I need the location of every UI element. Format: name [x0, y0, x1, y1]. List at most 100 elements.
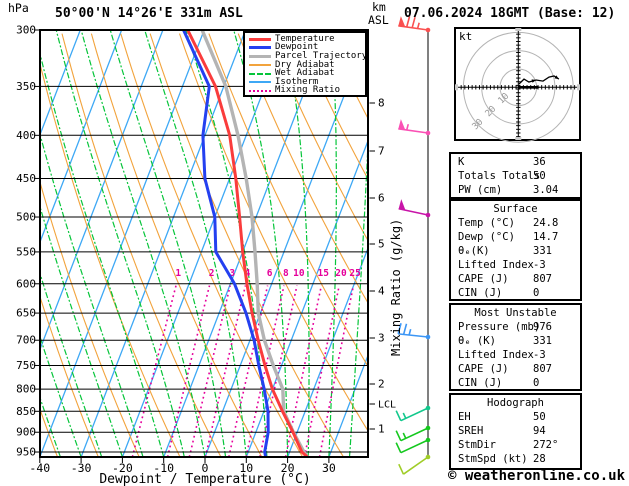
- table-row: CAPE (J) 807: [451, 362, 580, 376]
- pressure-tick-label: 900: [16, 426, 36, 439]
- temperature-tick-label: -20: [112, 461, 133, 475]
- table-row: CAPE (J) 807: [451, 272, 580, 286]
- table-row: Dewp (°C) 14.7: [451, 230, 580, 244]
- row-label: CAPE (J): [458, 363, 509, 375]
- table-row: θₑ (K) 331: [451, 334, 580, 348]
- legend-label: Wet Adiabat: [275, 68, 335, 79]
- row-value: 976: [533, 321, 552, 333]
- pressure-tick-label: 350: [16, 80, 36, 93]
- mixing-ratio-value: 20: [335, 268, 347, 279]
- row-label: θₑ(K): [458, 245, 490, 257]
- row-label: Lifted Index: [458, 349, 534, 361]
- km-tick-label: 1: [378, 423, 385, 436]
- row-label: EH: [458, 411, 471, 423]
- legend-line-sample: [249, 37, 271, 41]
- pressure-tick-label: 400: [16, 129, 36, 142]
- wind-barb: [395, 437, 431, 454]
- pressure-axis-unit: hPa: [8, 1, 29, 15]
- row-label: StmDir: [458, 439, 496, 451]
- row-value: 50: [533, 411, 546, 423]
- row-value: -3: [533, 259, 546, 271]
- surface-table: Surface Temp (°C) 24.8 Dewp (°C) 14.7 θₑ(K) 33…: [449, 199, 582, 301]
- table-row: K 36: [451, 155, 580, 169]
- table-row: StmSpd (kt) 28: [451, 452, 580, 466]
- isotherm-lines: [41, 31, 367, 456]
- mixing-ratio-value: 10: [293, 268, 305, 279]
- wind-barb: [395, 425, 431, 442]
- legend-line-sample: [249, 89, 271, 92]
- station-title: 50°00'N 14°26'E 331m ASL: [55, 6, 243, 21]
- row-value: 28: [533, 453, 546, 465]
- wind-barb: [398, 119, 431, 136]
- km-tick-label: 8: [378, 97, 385, 110]
- wind-barb: [395, 405, 431, 422]
- table-row: EH 50: [451, 410, 580, 424]
- legend: Temperature Dewpoint Parcel Trajectory Dry …: [243, 31, 367, 97]
- table-row: Temp (°C) 24.8: [451, 216, 580, 230]
- temperature-tick-label: -10: [153, 461, 174, 475]
- km-axis-unit: km: [372, 0, 386, 14]
- most-unstable-table: Most Unstable Pressure (mb) 976 θₑ (K) 331 Li…: [449, 303, 582, 391]
- row-label: StmSpd (kt): [458, 453, 528, 465]
- legend-item: Parcel Trajectory: [245, 50, 368, 61]
- row-value: 94: [533, 425, 546, 437]
- row-label: Pressure (mb): [458, 321, 541, 333]
- wind-barb: [397, 323, 431, 340]
- km-tick-label: 5: [378, 238, 385, 251]
- row-label: K: [458, 156, 465, 168]
- row-value: 14.7: [533, 231, 559, 243]
- row-value: 331: [533, 245, 552, 257]
- mixing-ratio-labels: 1 2 3 4 6 8 10 15 20 25: [175, 268, 361, 279]
- row-value: 0: [533, 377, 540, 389]
- row-value: 807: [533, 273, 552, 285]
- pressure-tick-label: 950: [16, 446, 36, 459]
- legend-line-sample: [249, 72, 271, 75]
- row-label: SREH: [458, 425, 484, 437]
- temperature-curve: [186, 31, 309, 456]
- mixing-ratio-value: 2: [209, 268, 215, 279]
- table-row: StmDir 272°: [451, 438, 580, 452]
- row-value: 36: [533, 156, 546, 168]
- pressure-tick-label: 600: [16, 277, 36, 290]
- row-value: 272°: [533, 439, 559, 451]
- asl-label: ASL: [368, 13, 389, 27]
- pressure-tick-label: 550: [16, 245, 36, 258]
- legend-item: Wet Adiabat: [245, 69, 365, 78]
- row-value: 24.8: [533, 217, 559, 229]
- sounding-curves: [182, 31, 309, 456]
- temperature-tick-label: 10: [239, 461, 253, 475]
- row-value: 0: [533, 287, 540, 299]
- table-title: Surface: [493, 203, 538, 215]
- temperature-tick-label: -40: [29, 461, 50, 475]
- temperature-tick-label: 30: [322, 461, 336, 475]
- wind-barb: [398, 199, 431, 218]
- indices-table: K 36 Totals Totals 50 PW (cm) 3.04: [449, 152, 582, 199]
- axis-tick-labels: 3003504004505005506006507007508008509009…: [16, 24, 396, 476]
- mixing-ratio-value: 6: [267, 268, 273, 279]
- row-label: CIN (J): [458, 377, 503, 389]
- pressure-tick-label: 800: [16, 383, 36, 396]
- row-value: 50: [533, 170, 546, 182]
- legend-label: Parcel Trajectory: [275, 50, 368, 61]
- row-value: -3: [533, 349, 546, 361]
- table-row: Lifted Index -3: [451, 348, 580, 362]
- legend-label: Mixing Ratio: [275, 85, 341, 96]
- table-row: PW (cm) 3.04: [451, 183, 580, 197]
- mixing-ratio-axis-label: Mixing Ratio (g/kg): [389, 218, 403, 356]
- legend-line-sample: [249, 54, 271, 58]
- km-tick-label: 6: [378, 192, 385, 205]
- km-tick-label: 3: [378, 332, 385, 345]
- temperature-tick-label: 20: [281, 461, 295, 475]
- legend-line-sample: [249, 81, 271, 84]
- table-row: CIN (J) 0: [451, 286, 580, 300]
- row-label: PW (cm): [458, 184, 503, 196]
- table-row: Totals Totals 50: [451, 169, 580, 183]
- legend-item: Mixing Ratio: [245, 85, 365, 96]
- km-tick-label: 7: [378, 145, 385, 158]
- temperature-tick-label: 0: [202, 461, 209, 475]
- hodograph-unit-label: kt: [459, 30, 473, 43]
- row-value: 3.04: [533, 184, 559, 196]
